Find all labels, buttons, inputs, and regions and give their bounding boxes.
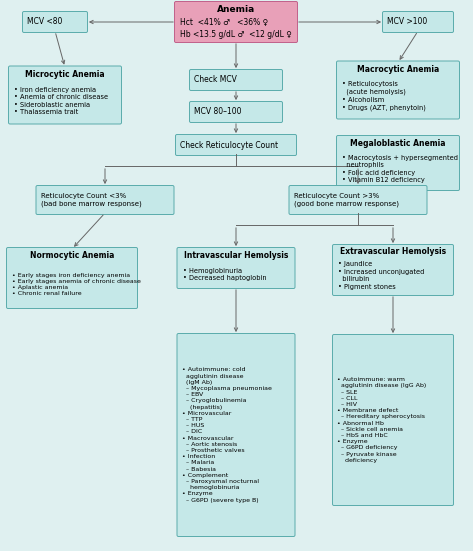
Text: Intravascular Hemolysis: Intravascular Hemolysis — [184, 251, 288, 261]
Text: • Macrocytosis + hypersegmented
  neutrophils
• Folic acid deficiency
• Vitamin : • Macrocytosis + hypersegmented neutroph… — [342, 155, 458, 183]
FancyBboxPatch shape — [23, 12, 88, 33]
Text: • Iron deficiency anemia
• Anemia of chronic disease
• Sideroblastic anemia
• Th: • Iron deficiency anemia • Anemia of chr… — [14, 87, 108, 115]
FancyBboxPatch shape — [177, 247, 295, 289]
Text: Normocytic Anemia: Normocytic Anemia — [30, 251, 114, 261]
FancyBboxPatch shape — [175, 2, 298, 42]
Text: • Autoimmune: cold
  agglutinin disease
  (IgM Ab)
  – Mycoplasma pneumoniae
  –: • Autoimmune: cold agglutinin disease (I… — [182, 368, 272, 503]
Text: Check Reticulocyte Count: Check Reticulocyte Count — [180, 141, 278, 149]
Text: Hct  <41% ♂   <36% ♀
Hb <13.5 g/dL ♂  <12 g/dL ♀: Hct <41% ♂ <36% ♀ Hb <13.5 g/dL ♂ <12 g/… — [180, 18, 292, 39]
Text: Microcytic Anemia: Microcytic Anemia — [25, 69, 105, 79]
Text: Reticulocyte Count >3%
(good bone marrow response): Reticulocyte Count >3% (good bone marrow… — [294, 193, 398, 207]
FancyBboxPatch shape — [36, 186, 174, 214]
FancyBboxPatch shape — [175, 134, 297, 155]
Text: Megaloblastic Anemia: Megaloblastic Anemia — [350, 139, 446, 148]
FancyBboxPatch shape — [333, 245, 454, 295]
Text: Anemia: Anemia — [217, 6, 255, 14]
FancyBboxPatch shape — [7, 247, 138, 309]
Text: • Reticulocytosis
  (acute hemolysis)
• Alcoholism
• Drugs (AZT, phenytoin): • Reticulocytosis (acute hemolysis) • Al… — [342, 82, 426, 111]
FancyBboxPatch shape — [177, 333, 295, 537]
Text: MCV <80: MCV <80 — [27, 18, 62, 26]
Text: Macrocytic Anemia: Macrocytic Anemia — [357, 64, 439, 74]
Text: MCV >100: MCV >100 — [387, 18, 427, 26]
Text: Extravascular Hemolysis: Extravascular Hemolysis — [340, 247, 446, 256]
Text: Reticulocyte Count <3%
(bad bone marrow response): Reticulocyte Count <3% (bad bone marrow … — [41, 193, 141, 207]
FancyBboxPatch shape — [383, 12, 454, 33]
Text: • Autoimmune: warm
  agglutinin disease (IgG Ab)
  – SLE
  – CLL
  – HIV
• Membr: • Autoimmune: warm agglutinin disease (I… — [337, 377, 426, 463]
Text: • Early stages iron deficiency anemia
• Early stages anemia of chronic disease
•: • Early stages iron deficiency anemia • … — [12, 273, 141, 296]
FancyBboxPatch shape — [289, 186, 427, 214]
FancyBboxPatch shape — [190, 101, 282, 122]
FancyBboxPatch shape — [9, 66, 122, 124]
FancyBboxPatch shape — [333, 334, 454, 505]
Text: Check MCV: Check MCV — [194, 75, 237, 84]
Text: • Jaundice
• Increased unconjugated
  bilirubin
• Pigment stones: • Jaundice • Increased unconjugated bili… — [338, 261, 424, 290]
Text: MCV 80–100: MCV 80–100 — [194, 107, 242, 116]
FancyBboxPatch shape — [336, 136, 459, 191]
Text: • Hemoglobinuria
• Decreased haptoglobin: • Hemoglobinuria • Decreased haptoglobin — [183, 268, 266, 281]
FancyBboxPatch shape — [336, 61, 459, 119]
FancyBboxPatch shape — [190, 69, 282, 90]
